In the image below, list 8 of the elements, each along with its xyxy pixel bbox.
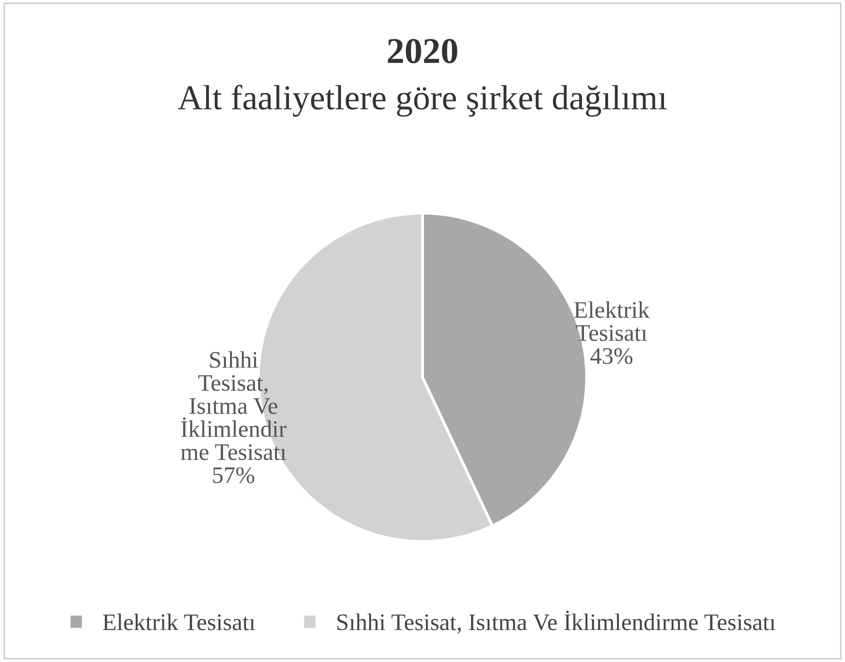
data-label: 57%: [213, 467, 254, 484]
slice-label: Sıhhi Tesisat, Isıtma Ve İklimlendirme Tesisatı: [180, 351, 286, 460]
chart-title: 2020: [388, 38, 458, 64]
chart-subtitle: Alt faaliyetlere göre şirket dağılımı: [178, 84, 667, 117]
slice-label: Elektrik Tesisatı: [574, 301, 650, 341]
legend-label: Elektrik Tesisatı: [102, 614, 256, 630]
legend-label: Sıhhi Tesisat, Isıtma Ve İklimlendirme Tesisatı: [337, 610, 776, 634]
data-label: 43%: [590, 348, 632, 364]
